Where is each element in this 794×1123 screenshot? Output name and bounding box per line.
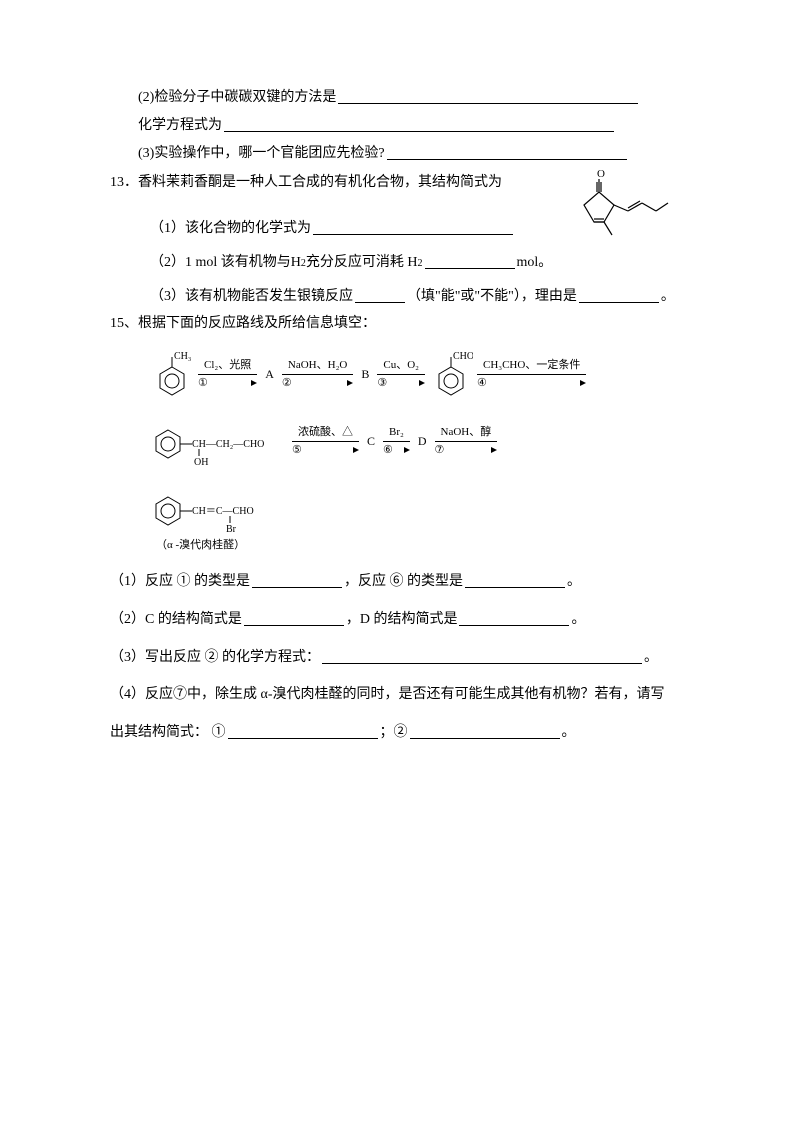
text: 。: [644, 647, 658, 668]
blank[interactable]: [338, 89, 638, 104]
blank[interactable]: [313, 220, 513, 235]
blank[interactable]: [252, 573, 342, 588]
toluene-icon: CH₃: [150, 349, 194, 399]
q12-line1: (2)检验分子中碳碳双键的方法是: [110, 86, 694, 108]
text: 充分反应可消耗 H: [306, 252, 418, 273]
text: （4）反应⑦中，除生成 α-溴代肉桂醛的同时，是否还有可能生成其他有机物？若有，…: [110, 684, 665, 705]
blank[interactable]: [459, 611, 569, 626]
reaction-scheme: CH₃ Cl₂、光照 ① A NaOH、H₂O ② B Cu、O₂ ③ CHO …: [150, 349, 694, 554]
q12-line2: 化学方程式为: [110, 114, 694, 136]
q15-sub2: （2）C 的结构简式是 ，D 的结构简式是 。: [110, 608, 694, 630]
svg-text:O: O: [597, 168, 605, 180]
text: ；②: [380, 722, 408, 743]
jasmone-structure-icon: O: [564, 167, 674, 247]
svg-text:OH: OH: [194, 457, 208, 468]
text: （3）该有机物能否发生银镜反应: [150, 286, 353, 307]
svg-text:CHO: CHO: [453, 351, 473, 362]
sub2: 2: [418, 256, 423, 271]
svg-text:CH—CH₂—CHO: CH—CH₂—CHO: [192, 439, 264, 450]
text: ，D 的结构简式是: [346, 609, 458, 630]
text: （1）反应 ① 的类型是: [110, 571, 250, 592]
svg-text:Br: Br: [226, 524, 237, 535]
arrow-1: Cl₂、光照 ①: [198, 357, 257, 392]
text: 。: [571, 609, 585, 630]
arrow-5: 浓硫酸、△ ⑤: [292, 424, 359, 459]
q15-sub3: （3）写出反应 ② 的化学方程式： 。: [110, 646, 694, 668]
q15-sub1: （1）反应 ① 的类型是 ，反应 ⑥ 的类型是 。: [110, 570, 694, 592]
arrow-6: Br₂ ⑥: [383, 424, 410, 459]
q15-header: 15、根据下面的反应路线及所给信息填空：: [110, 313, 694, 334]
blank[interactable]: [425, 254, 515, 269]
text: (2)检验分子中碳碳双键的方法是: [138, 87, 336, 108]
blank[interactable]: [244, 611, 344, 626]
text: （2）1 mol 该有机物与H: [150, 252, 301, 273]
text: 化学方程式为: [138, 115, 222, 136]
q15-sub-questions: （1）反应 ① 的类型是 ，反应 ⑥ 的类型是 。 （2）C 的结构简式是 ，D…: [110, 570, 694, 743]
alpha-bromo-cinnamaldehyde-icon: CH＝C—CHO Br: [150, 483, 290, 537]
blank[interactable]: [410, 724, 560, 739]
product-caption: （α -溴代肉桂醛）: [156, 537, 245, 554]
phenyl-hydroxy-propanal-icon: CH—CH₂—CHO OH: [150, 414, 288, 468]
text: 。: [567, 571, 581, 592]
text: ，反应 ⑥ 的类型是: [344, 571, 463, 592]
q15-sub4a: （4）反应⑦中，除生成 α-溴代肉桂醛的同时，是否还有可能生成其他有机物？若有，…: [110, 684, 694, 705]
text: （填"能"或"不能"），理由是: [407, 286, 577, 307]
blank[interactable]: [224, 117, 614, 132]
label-B: B: [361, 365, 369, 383]
text: （3）写出反应 ② 的化学方程式：: [110, 647, 320, 668]
blank[interactable]: [355, 288, 405, 303]
arrow-2: NaOH、H₂O ②: [282, 357, 353, 392]
arrow-3: Cu、O₂ ③: [377, 357, 425, 392]
q12-line3: (3)实验操作中，哪一个官能团应先检验?: [110, 142, 694, 164]
q13-s3: （3）该有机物能否发生银镜反应 （填"能"或"不能"），理由是 。: [110, 285, 694, 307]
q13-s2: （2）1 mol 该有机物与H2 充分反应可消耗 H2 mol。: [110, 251, 694, 273]
text: 。: [661, 286, 675, 307]
blank[interactable]: [322, 649, 642, 664]
blank[interactable]: [465, 573, 565, 588]
label-A: A: [265, 365, 274, 383]
benzaldehyde-icon: CHO: [429, 349, 473, 399]
text: （2）C 的结构简式是: [110, 609, 242, 630]
label-C: C: [367, 432, 375, 450]
arrow-7: NaOH、醇 ⑦: [435, 424, 498, 459]
blank[interactable]: [387, 145, 627, 160]
text: mol。: [517, 252, 553, 273]
text: 15、根据下面的反应路线及所给信息填空：: [110, 313, 376, 334]
blank[interactable]: [228, 724, 378, 739]
reaction-row-3: CH＝C—CHO Br （α -溴代肉桂醛）: [150, 483, 694, 554]
arrow-4: CH₃CHO、一定条件 ④: [477, 357, 586, 392]
text: 出其结构简式： ①: [110, 722, 226, 743]
q13-header-row: 13．香料茉莉香酮是一种人工合成的有机化合物，其结构简式为 O: [110, 172, 694, 193]
blank[interactable]: [579, 288, 659, 303]
svg-text:CH₃: CH₃: [174, 351, 191, 362]
text: 。: [562, 722, 576, 743]
reaction-row-2: CH—CH₂—CHO OH 浓硫酸、△ ⑤ C Br₂ ⑥ D NaOH、醇 ⑦: [150, 414, 694, 468]
q15-sub4b: 出其结构简式： ① ；② 。: [110, 721, 694, 743]
svg-text:CH＝C—CHO: CH＝C—CHO: [192, 506, 254, 517]
text: （1）该化合物的化学式为: [150, 218, 311, 239]
text: (3)实验操作中，哪一个官能团应先检验?: [138, 143, 385, 164]
q13-header-text: 13．香料茉莉香酮是一种人工合成的有机化合物，其结构简式为: [110, 172, 502, 193]
reaction-row-1: CH₃ Cl₂、光照 ① A NaOH、H₂O ② B Cu、O₂ ③ CHO …: [150, 349, 694, 399]
label-D: D: [418, 432, 427, 450]
